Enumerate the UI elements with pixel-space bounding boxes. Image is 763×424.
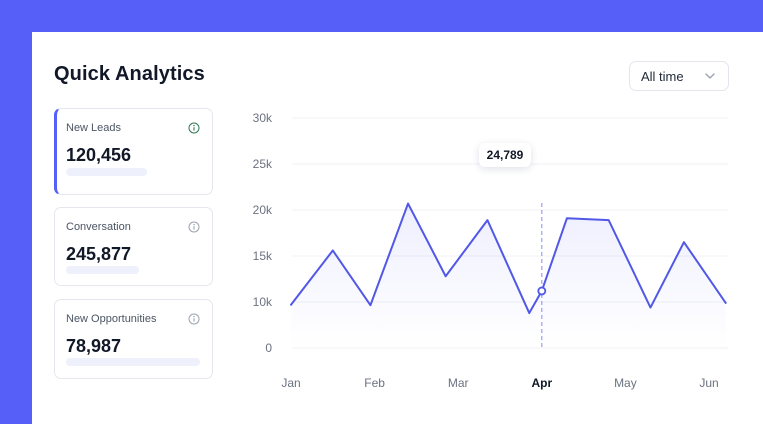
- panel-content: Quick Analytics All time New Leads 120,4…: [32, 32, 763, 424]
- chevron-down-icon: [705, 73, 715, 79]
- card-label: New Opportunities: [66, 313, 157, 325]
- y-tick-label: 10k: [253, 295, 273, 309]
- y-tick-label: 30k: [253, 111, 273, 125]
- time-range-value: All time: [641, 68, 684, 84]
- y-tick-label: 25k: [253, 157, 273, 171]
- card-label: New Leads: [66, 122, 122, 134]
- info-icon: [188, 122, 200, 134]
- x-tick-label: Jan: [281, 376, 300, 390]
- x-tick-label: Feb: [364, 376, 385, 390]
- card-value: 245,877: [66, 244, 132, 264]
- x-tick-label: May: [614, 376, 637, 390]
- card-value: 120,456: [66, 145, 132, 165]
- marker-point: [537, 286, 547, 296]
- card-conversation[interactable]: Conversation 245,877: [54, 207, 213, 286]
- info-icon: [188, 313, 200, 325]
- card-placeholder-bar: [66, 168, 147, 176]
- info-icon: [188, 221, 200, 233]
- card-value: 78,987: [66, 336, 122, 356]
- card-new-leads[interactable]: New Leads 120,456: [54, 108, 213, 195]
- x-tick-label: Jun: [699, 376, 718, 390]
- page-title: Quick Analytics: [54, 63, 205, 85]
- series-line: [290, 202, 727, 315]
- card-placeholder-bar: [66, 358, 200, 366]
- y-tick-label: 20k: [253, 203, 273, 217]
- chart-tooltip: 24,789: [479, 143, 531, 167]
- card-placeholder-bar: [66, 266, 139, 274]
- y-tick-label: 15k: [253, 249, 273, 263]
- x-tick-label: Mar: [448, 376, 469, 390]
- y-tick-label: 0: [265, 341, 272, 355]
- x-tick-label: Apr: [531, 376, 552, 390]
- series-area: [291, 203, 726, 348]
- card-label: Conversation: [66, 221, 131, 233]
- card-new-opportunities[interactable]: New Opportunities 78,987: [54, 299, 213, 379]
- time-range-dropdown[interactable]: All time: [629, 61, 729, 91]
